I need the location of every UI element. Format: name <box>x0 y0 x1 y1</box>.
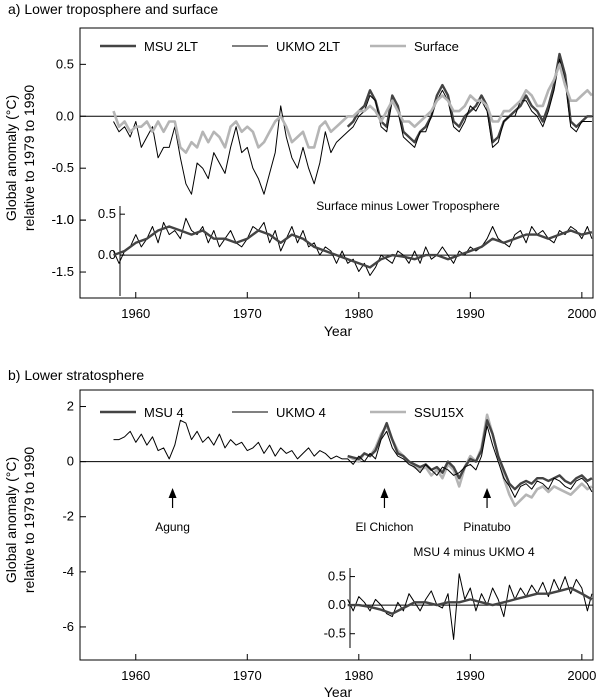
panel-b-ylabel-line1: Global anomaly (°C) <box>3 457 19 583</box>
series-line-msu-2lt <box>346 52 592 144</box>
inset-series-line-smoothed <box>113 225 593 269</box>
annotation-label: Pinatubo <box>463 520 511 534</box>
panel-a-ylabel-line2: relative to 1979 to 1990 <box>21 85 37 232</box>
legend-label: UKMO 4 <box>276 405 326 420</box>
series-line-surface <box>112 63 593 154</box>
x-tick-label: 1970 <box>233 668 262 683</box>
panel-b-annotations: Agung El Chichon Pinatubo <box>155 488 511 534</box>
panel-b: b) Lower stratosphere Global anomaly (°C… <box>3 367 596 700</box>
panel-a-plot-frame <box>79 27 594 299</box>
x-tick-label: 1960 <box>121 668 150 683</box>
inset-y-tick-label: 0.5 <box>328 569 346 584</box>
panel-b-title: b) Lower stratosphere <box>8 367 144 383</box>
series-line-ukmo-4 <box>113 419 593 498</box>
legend-label: MSU 2LT <box>144 39 198 54</box>
y-tick-label: -1.0 <box>52 212 74 227</box>
x-tick-label: 1990 <box>456 668 485 683</box>
panel-a-legend: MSU 2LT UKMO 2LT Surface <box>100 39 459 54</box>
inset-y-tick-label: 0.0 <box>98 247 116 262</box>
y-tick-label: 0.5 <box>56 56 74 71</box>
y-tick-label: -1.5 <box>52 264 74 279</box>
panel-a-title: a) Lower troposphere and surface <box>8 1 218 17</box>
x-tick-label: 2000 <box>567 306 596 321</box>
annotation-arrowhead <box>483 488 492 498</box>
panel-b-plot-frame <box>79 389 594 661</box>
panel-a-x-axis-title: Year <box>324 323 353 339</box>
panel-a-y-axis-title: Global anomaly (°C) relative to 1979 to … <box>3 85 37 232</box>
y-tick-label: -2 <box>62 509 74 524</box>
inset-series-line-raw <box>347 573 593 640</box>
legend-label: UKMO 2LT <box>276 39 340 54</box>
legend-label: Surface <box>414 39 459 54</box>
panel-a-inset-title: Surface minus Lower Troposphere <box>316 199 500 213</box>
panel-b-legend: MSU 4 UKMO 4 SSU15X <box>100 405 464 420</box>
x-tick-label: 1960 <box>121 306 150 321</box>
y-tick-label: 0 <box>67 454 74 469</box>
series-line-ukmo-2lt <box>113 58 592 195</box>
x-tick-label: 1970 <box>233 306 262 321</box>
inset-series-line-raw <box>113 217 593 276</box>
y-tick-label: -6 <box>62 619 74 634</box>
y-tick-label: -0.5 <box>52 160 74 175</box>
inset-y-tick-label: 0.0 <box>328 597 346 612</box>
y-tick-label: 0.0 <box>56 108 74 123</box>
annotation-arrowhead <box>380 488 389 498</box>
series-line-msu-4 <box>347 419 593 491</box>
inset-y-tick-label: 0.5 <box>98 206 116 221</box>
panel-b-inset-title: MSU 4 minus UKMO 4 <box>413 545 535 559</box>
y-tick-label: -1.0 <box>52 212 74 227</box>
panel-a-plot: 1960 1970 1980 1990 20000.50.0-0.5-1.0-1.0-1… <box>52 52 596 321</box>
inset-series-line-smoothed <box>347 586 593 615</box>
panel-a-ylabel-line1: Global anomaly (°C) <box>3 95 19 221</box>
x-tick-label: 1980 <box>344 306 373 321</box>
panel-b-y-axis-title: Global anomaly (°C) relative to 1979 to … <box>3 447 37 594</box>
panel-b-x-axis-title: Year <box>324 684 353 700</box>
inset-y-tick-label: -0.5 <box>324 626 346 641</box>
legend-label: MSU 4 <box>144 405 184 420</box>
x-tick-label: 1980 <box>344 668 373 683</box>
x-tick-label: 1990 <box>456 306 485 321</box>
annotation-label: Agung <box>155 520 190 534</box>
panel-a: a) Lower troposphere and surface Global … <box>3 1 596 339</box>
panel-a-inset: 0.5 0.0 <box>98 206 593 296</box>
panel-b-inset: 0.5 0.0 -0.5 <box>324 568 593 648</box>
panel-b-ylabel-line2: relative to 1979 to 1990 <box>21 447 37 594</box>
annotation-arrowhead <box>168 488 177 498</box>
x-tick-label: 2000 <box>567 668 596 683</box>
y-tick-label: 2 <box>67 399 74 414</box>
legend-label: SSU15X <box>414 405 464 420</box>
y-tick-label: -4 <box>62 564 74 579</box>
annotation-label: El Chichon <box>355 520 413 534</box>
panel-b-plot: 1960 1970 1980 1990 2000 2 0 -2 -4 -6 <box>62 399 596 683</box>
